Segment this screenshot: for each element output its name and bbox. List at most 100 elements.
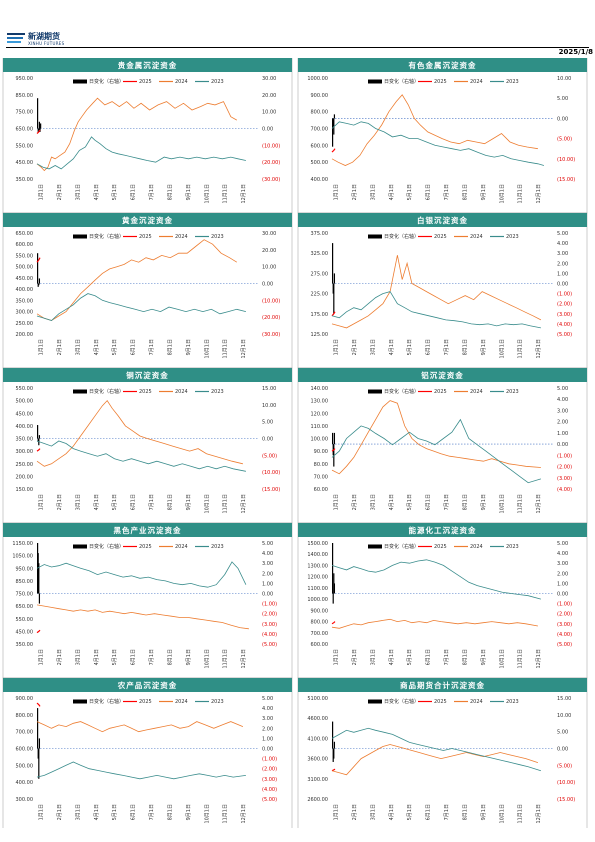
x-axis-tick-label: 9月1日 xyxy=(481,184,487,200)
right-axis-tick-label: 2.00 xyxy=(557,420,568,426)
chart-panel: 黄金沉淀资金 650.00 600.00 550.00 500.00 450.00 400.… xyxy=(2,212,293,369)
right-axis-tick-label: 5.00 xyxy=(557,231,568,237)
daily-change-bar xyxy=(333,573,335,594)
left-axis-tick-label: 1200.00 xyxy=(307,575,328,581)
legend-label: 日变化（右轴） xyxy=(384,78,419,85)
left-axis-tick-label: 80.00 xyxy=(314,462,328,468)
x-axis-tick-label: 2月1日 xyxy=(352,184,358,200)
daily-change-bar xyxy=(38,121,41,129)
left-axis-tick-label: 400.00 xyxy=(16,424,34,430)
left-axis-tick-label: 150.00 xyxy=(16,487,34,493)
left-axis-tick-label: 3100.00 xyxy=(307,777,328,783)
series-line-2024 xyxy=(36,721,244,733)
right-axis-tick-label: 5.00 xyxy=(557,96,568,102)
x-axis-tick-label: 12月1日 xyxy=(536,804,542,824)
series-line-2025 xyxy=(331,311,336,317)
right-axis-tick-label: (5.00) xyxy=(557,642,572,648)
left-axis-tick-label: 950.00 xyxy=(16,76,34,82)
right-axis-tick-label: (3.00) xyxy=(262,622,277,628)
x-axis-tick-label: 6月1日 xyxy=(131,339,137,355)
right-axis-tick-label: 4.00 xyxy=(262,551,273,557)
left-axis-tick-label: 60.00 xyxy=(314,487,328,493)
x-axis-tick-label: 12月1日 xyxy=(241,649,247,669)
left-axis-tick-label: 400.00 xyxy=(16,287,34,293)
right-axis-tick-label: 2.00 xyxy=(557,571,568,577)
right-axis-tick-label: 0.00 xyxy=(557,592,568,598)
series-line-2023 xyxy=(36,761,246,780)
right-axis-tick-label: 0.00 xyxy=(262,127,273,133)
x-axis-tick-label: 3月1日 xyxy=(370,494,376,510)
panel-title-bar xyxy=(298,523,587,537)
right-axis-tick-label: 1.00 xyxy=(262,736,273,742)
left-axis-tick-label: 4100.00 xyxy=(307,736,328,742)
left-axis-tick-label: 450.00 xyxy=(16,411,34,417)
right-axis-tick-label: (1.00) xyxy=(262,602,277,608)
left-axis-tick-label: 3600.00 xyxy=(307,757,328,763)
legend-label: 2023 xyxy=(211,389,224,395)
daily-change-bar xyxy=(333,741,336,749)
left-axis-tick-label: 450.00 xyxy=(16,160,34,166)
left-axis-tick-label: 700.00 xyxy=(16,730,34,736)
series-line-2025 xyxy=(36,629,41,634)
legend-swatch-bar xyxy=(73,544,87,549)
series-line-2024 xyxy=(331,400,541,475)
chart-title: 铜沉淀资金 xyxy=(126,370,169,380)
legend-label: 2024 xyxy=(175,79,188,85)
series-line-2025 xyxy=(36,702,41,707)
left-axis-tick-label: 70.00 xyxy=(314,474,328,480)
right-axis-tick-label: (1.00) xyxy=(557,292,572,298)
daily-change-bar xyxy=(37,708,39,749)
x-axis-tick-label: 7月1日 xyxy=(444,184,450,200)
right-axis-tick-label: (1.00) xyxy=(262,757,277,763)
logo-text-en: XINHU FUTURES xyxy=(28,41,65,46)
x-axis-tick-label: 6月1日 xyxy=(426,649,432,665)
x-axis-tick-label: 11月1日 xyxy=(518,804,524,824)
left-axis-tick-label: 700.00 xyxy=(311,127,329,133)
panel-title-bar xyxy=(3,58,292,72)
legend-label: 日变化（右轴） xyxy=(384,698,419,705)
x-axis-tick-label: 9月1日 xyxy=(481,494,487,510)
charts-grid: 贵金属沉淀资金 950.00 850.00 750.00 650.00 550.00 450… xyxy=(2,58,588,828)
daily-change-bar xyxy=(38,283,40,286)
legend-label: 2023 xyxy=(211,79,224,85)
x-axis-tick-label: 12月1日 xyxy=(536,649,542,669)
x-axis-tick-label: 1月1日 xyxy=(39,184,45,200)
x-axis-tick-label: 6月1日 xyxy=(426,339,432,355)
right-axis-tick-label: 15.00 xyxy=(557,696,571,702)
daily-change-bar xyxy=(333,583,336,594)
x-axis-tick-label: 12月1日 xyxy=(241,804,247,824)
legend-swatch-bar xyxy=(73,234,87,239)
left-axis-tick-label: 350.00 xyxy=(16,437,34,443)
legend-swatch-bar xyxy=(73,389,87,394)
chart-title: 有色金属沉淀资金 xyxy=(409,60,477,70)
left-axis-tick-label: 110.00 xyxy=(311,424,329,430)
chart-panel: 铝沉淀资金 140.00 130.00 120.00 110.00 100.00 90.00… xyxy=(297,367,588,524)
x-axis-tick-label: 11月1日 xyxy=(518,494,524,514)
x-axis-tick-label: 5月1日 xyxy=(407,649,413,665)
right-axis-tick-label: 1.00 xyxy=(262,581,273,587)
chart-title: 铝沉淀资金 xyxy=(421,370,464,380)
right-axis-tick-label: 20.00 xyxy=(262,248,276,254)
x-axis-tick-label: 7月1日 xyxy=(149,339,155,355)
x-axis-tick-label: 4月1日 xyxy=(389,339,395,355)
x-axis-tick-label: 5月1日 xyxy=(407,494,413,510)
x-axis-tick-label: 10月1日 xyxy=(499,494,505,514)
series-line-2024 xyxy=(36,604,249,630)
right-axis-tick-label: (5.00) xyxy=(262,453,277,459)
daily-change-bar xyxy=(332,593,334,604)
left-axis-tick-label: 200.00 xyxy=(16,332,34,338)
legend-swatch-bar xyxy=(73,79,87,84)
legend-label: 2023 xyxy=(506,389,519,395)
legend-label: 2023 xyxy=(211,699,224,705)
legend-label: 2025 xyxy=(139,79,152,85)
chart-panel: 铜沉淀资金 550.00 500.00 450.00 400.00 350.00 300.0… xyxy=(2,367,293,524)
legend-label: 日变化（右轴） xyxy=(89,233,124,240)
legend-label: 2024 xyxy=(175,234,188,240)
x-axis-tick-label: 5月1日 xyxy=(407,184,413,200)
left-axis-tick-label: 1000.00 xyxy=(307,76,328,82)
x-axis-tick-label: 11月1日 xyxy=(518,184,524,204)
right-axis-tick-label: 10.00 xyxy=(262,403,276,409)
right-axis-tick-label: (3.00) xyxy=(557,476,572,482)
x-axis-tick-label: 8月1日 xyxy=(462,649,468,665)
legend-label: 日变化（右轴） xyxy=(89,543,124,550)
